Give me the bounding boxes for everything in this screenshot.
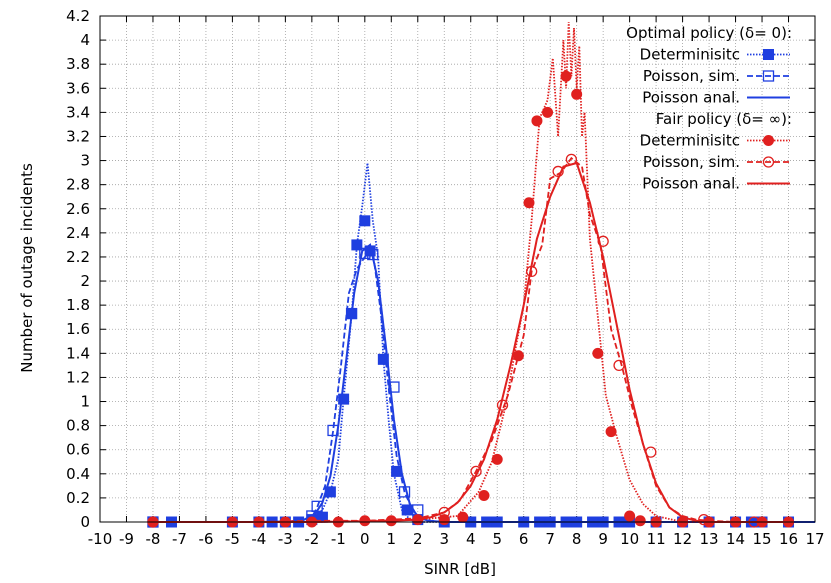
fair-poisson-sim-point <box>438 506 450 519</box>
y-tick-label: 1.4 <box>66 344 90 362</box>
x-tick-label: 12 <box>673 530 692 548</box>
y-tick-label: 4 <box>80 31 90 49</box>
y-tick-label: 1 <box>80 393 90 411</box>
y-tick-label: 0.4 <box>66 465 90 483</box>
y-tick-label: 2.2 <box>66 248 90 266</box>
y-axis-label: Number of outage incidents <box>18 163 36 373</box>
fair-poisson-anal-line <box>153 161 789 523</box>
y-tick-label: 3.4 <box>66 103 90 121</box>
y-tick-label: 2 <box>80 272 90 290</box>
optimal-determinisitc-line <box>153 162 789 523</box>
x-tick-label: 4 <box>466 530 476 548</box>
optimal-determinisitc-point <box>359 215 371 227</box>
optimal-poisson-sim-point <box>388 381 400 393</box>
fair-determinisitc-line <box>153 21 789 523</box>
x-tick-label: -1 <box>331 530 346 548</box>
x-tick-label: 13 <box>700 530 719 548</box>
x-tick-label: 3 <box>439 530 449 548</box>
x-tick-label: 8 <box>572 530 582 548</box>
fair-determinisitc-point <box>605 426 617 438</box>
x-tick-label: 17 <box>805 530 824 548</box>
legend-entry-label: Determinisitc <box>640 46 740 64</box>
legend-marker-sample <box>763 135 774 146</box>
x-tick-label: 5 <box>492 530 502 548</box>
x-tick-label: 15 <box>752 530 771 548</box>
fair-poisson-sim-point <box>698 513 710 526</box>
legend-group-title: Fair policy (δ= ∞): <box>656 110 792 128</box>
fair-determinisitc-point <box>457 511 469 523</box>
legend-group-title: Optimal policy (δ= 0): <box>626 24 792 42</box>
x-tick-label: 16 <box>779 530 798 548</box>
x-tick-label: 7 <box>545 530 555 548</box>
optimal-determinisitc-point <box>338 393 350 405</box>
x-tick-label: -6 <box>198 530 213 548</box>
x-tick-label: 1 <box>387 530 397 548</box>
fair-determinisitc-point <box>531 115 543 127</box>
fair-poisson-sim-point <box>597 235 609 247</box>
x-tick-label: 10 <box>620 530 639 548</box>
y-tick-label: 3.6 <box>66 79 90 97</box>
fair-poisson-sim-series <box>147 153 789 528</box>
legend-entry-label: Poisson anal. <box>642 175 740 193</box>
y-tick-label: 2.6 <box>66 200 90 218</box>
x-tick-label: 2 <box>413 530 423 548</box>
x-tick-label: -7 <box>172 530 187 548</box>
x-axis-label: SINR [dB] <box>424 560 496 578</box>
x-tick-label: -2 <box>304 530 319 548</box>
fair-determinisitc-point <box>624 510 636 522</box>
x-tick-label: -8 <box>145 530 160 548</box>
legend-marker-sample <box>762 70 775 82</box>
legend-entry-label: Poisson, sim. <box>643 67 740 85</box>
x-tick-label: -4 <box>251 530 266 548</box>
fair-determinisitc-point <box>634 515 646 527</box>
fair-determinisitc-point <box>491 453 503 465</box>
plot-frame <box>99 15 816 523</box>
x-tick-label: 0 <box>360 530 370 548</box>
x-tick-label: -5 <box>225 530 240 548</box>
y-axis-ticks: 0 0.2 0.4 0.6 0.8 1 1.2 1.4 1.6 1.8 2 2.2 2.4 2.6 2.8 3… <box>66 7 815 531</box>
y-tick-label: 3.8 <box>66 55 90 73</box>
x-tick-label: -10 <box>88 530 113 548</box>
y-tick-label: 1.6 <box>66 320 90 338</box>
y-tick-label: 0.6 <box>66 441 90 459</box>
fair-determinisitc-point <box>542 106 554 118</box>
y-tick-label: 1.8 <box>66 296 90 314</box>
fair-determinisitc-point <box>478 489 490 501</box>
optimal-determinisitc-point <box>351 239 363 251</box>
fair-determinisitc-point <box>571 88 583 100</box>
x-tick-label: 9 <box>598 530 608 548</box>
legend-marker-sample <box>763 49 774 60</box>
fair-determinisitc-point <box>560 70 572 82</box>
y-tick-label: 3.2 <box>66 127 90 145</box>
x-tick-label: 11 <box>647 530 666 548</box>
legend-entry-label: Poisson anal. <box>642 89 740 107</box>
x-tick-label: -9 <box>119 530 134 548</box>
x-tick-label: 6 <box>519 530 529 548</box>
x-tick-label: 14 <box>726 530 745 548</box>
optimal-determinisitc-point <box>377 353 389 365</box>
y-tick-label: 3 <box>80 152 90 170</box>
y-tick-label: 0.8 <box>66 417 90 435</box>
fair-determinisitc-point <box>592 347 604 359</box>
y-tick-label: 2.4 <box>66 224 90 242</box>
y-tick-label: 0.2 <box>66 489 90 507</box>
legend-entry-label: Determinisitc <box>640 132 740 150</box>
x-tick-label: -3 <box>278 530 293 548</box>
legend-entry-label: Poisson, sim. <box>643 153 740 171</box>
y-tick-label: 2.8 <box>66 176 90 194</box>
y-tick-label: 1.2 <box>66 368 90 386</box>
fair-poisson-anal-series <box>153 161 789 523</box>
x-axis-ticks: -10 -9 -8 -7 -6 -5 -4 -3 -2 -1 0 1 2 3 4 5 6 7 8 9 10 11 12 13 1… <box>88 16 825 548</box>
y-tick-label: 0 <box>80 513 90 531</box>
legend-marker-sample <box>762 156 775 168</box>
legend: Optimal policy (δ= 0): Determinisitc Poiss… <box>626 24 792 193</box>
y-tick-label: 4.2 <box>66 7 90 25</box>
fair-determinisitc-point <box>523 197 535 209</box>
